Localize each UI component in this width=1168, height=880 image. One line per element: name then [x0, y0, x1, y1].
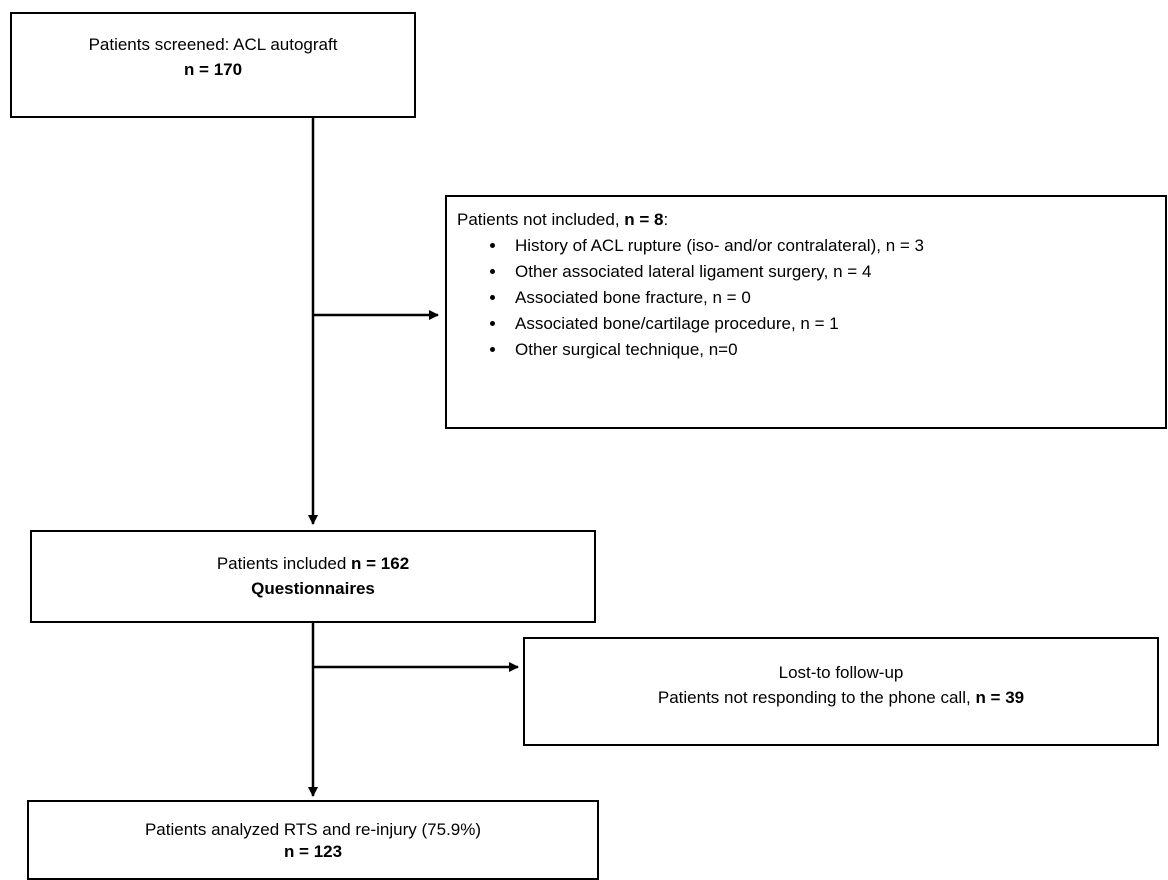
list-item: Associated bone/cartilage procedure, n =… — [507, 311, 1165, 337]
label: Patients analyzed RTS and re-injury (75.… — [144, 820, 482, 839]
label: Patients not included, — [457, 210, 620, 229]
box-included: Patients included n = 162 Questionnaires — [30, 530, 596, 623]
box-analyzed: Patients analyzed RTS and re-injury (75.… — [27, 800, 599, 880]
box-screened: Patients screened: ACL autograft n = 170 — [10, 12, 416, 118]
list-item: Associated bone fracture, n = 0 — [507, 285, 1165, 311]
box-lost: Lost-to follow-up Patients not respondin… — [523, 637, 1159, 746]
subtitle: Questionnaires — [251, 579, 375, 598]
label: Patients included — [216, 554, 347, 573]
label: Patients screened: ACL autograft — [88, 35, 338, 54]
list-item: Other surgical technique, n=0 — [507, 337, 1165, 363]
connectors — [308, 117, 519, 797]
count: n = 8 — [624, 210, 664, 229]
title: Lost-to follow-up — [778, 663, 904, 682]
list-item: History of ACL rupture (iso- and/or cont… — [507, 233, 1165, 259]
page: Patients screened: ACL autograft n = 170… — [0, 0, 1168, 861]
count: n = 162 — [351, 554, 410, 573]
count: n = 39 — [975, 688, 1025, 707]
exclusion-list: History of ACL rupture (iso- and/or cont… — [457, 233, 1165, 363]
label: Patients not responding to the phone cal… — [657, 688, 971, 707]
count: n = 123 — [283, 842, 343, 861]
suffix: : — [663, 210, 669, 229]
count: n = 170 — [183, 60, 243, 79]
box-excluded: Patients not included, n = 8: History of… — [445, 195, 1167, 429]
list-item: Other associated lateral ligament surger… — [507, 259, 1165, 285]
